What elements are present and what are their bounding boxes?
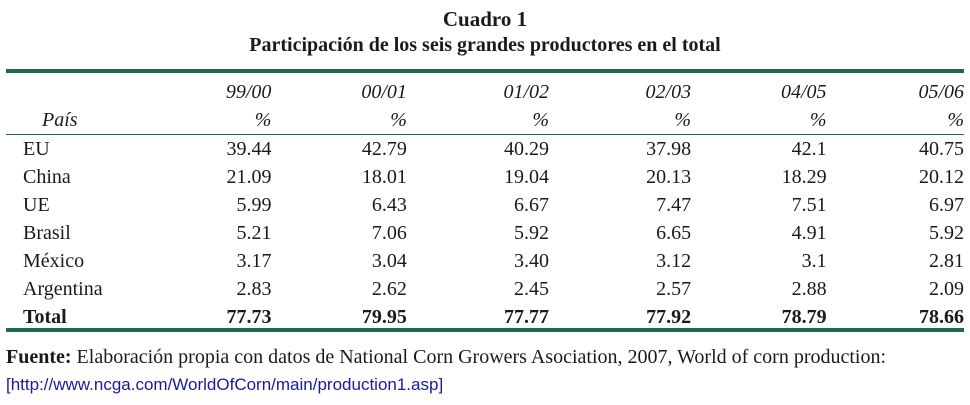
value-cell: 3.40 <box>514 250 549 272</box>
total-value-cell: 77.77 <box>504 306 549 328</box>
country-cell: China <box>23 166 71 188</box>
period-header: 02/03 <box>645 81 692 103</box>
table-title: Cuadro 1 <box>442 7 528 31</box>
value-cell: 3.04 <box>371 250 407 272</box>
top-rule <box>6 69 964 73</box>
value-cell: 5.99 <box>236 194 272 216</box>
source-link[interactable]: [http://www.ncga.com/WorldOfCorn/main/pr… <box>6 375 444 394</box>
period-header: 05/06 <box>918 81 964 103</box>
unit-header-row: País % % % % % % <box>6 106 964 135</box>
value-cell: 4.91 <box>791 222 827 244</box>
period-header: 01/02 <box>503 81 549 103</box>
value-cell: 6.97 <box>929 194 964 216</box>
country-cell: EU <box>23 138 50 160</box>
source-label: Fuente: <box>6 346 72 368</box>
value-cell: 37.98 <box>646 138 692 160</box>
bottom-rule <box>6 328 964 332</box>
value-cell: 7.51 <box>791 194 827 216</box>
table-row: China 21.09 18.01 19.04 20.13 18.29 20.1… <box>6 163 964 191</box>
production-share-table: 99/00 00/01 01/02 02/03 04/05 05/06 País… <box>6 78 964 331</box>
table-row: Argentina 2.83 2.62 2.45 2.57 2.88 2.09 <box>6 275 964 303</box>
value-cell: 40.29 <box>504 138 549 160</box>
value-cell: 5.21 <box>236 222 272 244</box>
unit-header: % <box>406 106 549 135</box>
value-cell: 5.92 <box>514 222 549 244</box>
total-value-cell: 77.73 <box>226 306 272 328</box>
total-label: Total <box>23 306 67 328</box>
table-row: UE 5.99 6.43 6.67 7.47 7.51 6.97 <box>6 191 964 219</box>
country-cell: México <box>23 250 85 272</box>
table-caption: Cuadro 1 Participación de los seis grand… <box>0 6 970 58</box>
total-value-cell: 78.66 <box>919 306 964 328</box>
unit-header: % <box>549 106 692 135</box>
value-cell: 6.65 <box>656 222 692 244</box>
country-cell: Argentina <box>23 278 103 300</box>
period-header: 04/05 <box>781 81 827 103</box>
value-cell: 20.12 <box>919 166 964 188</box>
value-cell: 7.06 <box>371 222 407 244</box>
unit-header: % <box>271 106 407 135</box>
country-cell: UE <box>23 194 50 216</box>
table-row: Brasil 5.21 7.06 5.92 6.65 4.91 5.92 <box>6 219 964 247</box>
value-cell: 5.92 <box>929 222 964 244</box>
value-cell: 7.47 <box>656 194 692 216</box>
table-row: México 3.17 3.04 3.40 3.12 3.1 2.81 <box>6 247 964 275</box>
table-row: EU 39.44 42.79 40.29 37.98 42.1 40.75 <box>6 135 964 164</box>
source-note: Fuente: Elaboración propia con datos de … <box>6 344 964 398</box>
value-cell: 18.29 <box>781 166 827 188</box>
value-cell: 6.43 <box>371 194 407 216</box>
period-header-row: 99/00 00/01 01/02 02/03 04/05 05/06 <box>6 78 964 106</box>
value-cell: 6.67 <box>514 194 549 216</box>
unit-header: % <box>172 106 272 135</box>
value-cell: 2.62 <box>371 278 407 300</box>
country-cell: Brasil <box>23 222 71 244</box>
value-cell: 18.01 <box>361 166 407 188</box>
period-header: 00/01 <box>361 81 407 103</box>
table-subtitle: Participación de los seis grandes produc… <box>249 34 721 56</box>
value-cell: 20.13 <box>646 166 692 188</box>
value-cell: 2.81 <box>929 250 964 272</box>
value-cell: 42.1 <box>791 138 827 160</box>
value-cell: 40.75 <box>919 138 964 160</box>
value-cell: 21.09 <box>226 166 272 188</box>
value-cell: 3.1 <box>801 250 827 272</box>
value-cell: 3.12 <box>656 250 692 272</box>
value-cell: 2.88 <box>791 278 827 300</box>
total-value-cell: 77.92 <box>646 306 692 328</box>
unit-header: % <box>691 106 827 135</box>
value-cell: 3.17 <box>236 250 272 272</box>
value-cell: 2.57 <box>656 278 692 300</box>
value-cell: 2.45 <box>514 278 549 300</box>
total-value-cell: 78.79 <box>781 306 827 328</box>
source-text: Elaboración propia con datos de National… <box>71 346 887 368</box>
value-cell: 2.83 <box>236 278 272 300</box>
value-cell: 39.44 <box>226 138 272 160</box>
value-cell: 2.09 <box>929 278 964 300</box>
value-cell: 42.79 <box>361 138 407 160</box>
period-header: 99/00 <box>225 81 272 103</box>
total-row: Total 77.73 79.95 77.77 77.92 78.79 78.6… <box>6 303 964 331</box>
total-value-cell: 79.95 <box>361 306 407 328</box>
country-header: País <box>6 106 173 135</box>
unit-header: % <box>826 106 964 135</box>
value-cell: 19.04 <box>504 166 549 188</box>
